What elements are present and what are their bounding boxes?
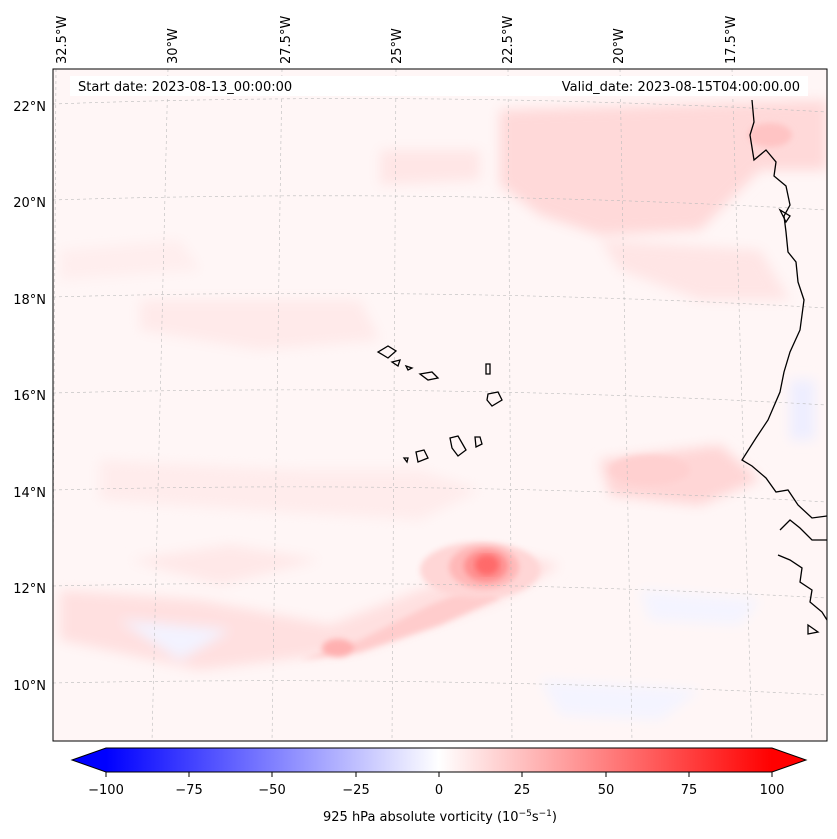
start-date: Start date: 2023-08-13_00:00:00 [78,80,292,95]
cape-verde-islands [376,345,503,464]
lat-label-18n: 18°N [13,293,46,308]
cb-tick-100: 100 [760,783,785,798]
lat-label-14n: 14°N [13,486,46,501]
lat-label-16n: 16°N [13,389,46,404]
cb-tick-neg25: −25 [342,783,369,798]
cb-tick-75: 75 [681,783,698,798]
colorbar-gradient [106,748,772,772]
map-panel: Start date: 2023-08-13_00:00:00 Valid_da… [53,69,827,741]
lat-label-22n: 22°N [13,100,46,115]
lat-labels: 22°N 20°N 18°N 16°N 14°N 12°N 10°N [13,100,46,694]
cb-tick-neg50: −50 [258,783,285,798]
lon-label-30w: 30°W [166,28,181,64]
colorbar-min-arrow [72,748,106,772]
colorbar-label: 925 hPa absolute vorticity (10−5s−1) [323,809,557,825]
cb-tick-neg75: −75 [175,783,202,798]
cb-tick-50: 50 [598,783,615,798]
graticule [53,69,827,741]
cb-tick-25: 25 [514,783,531,798]
lon-label-25w: 25°W [390,28,405,64]
vortex-max [420,542,540,598]
valid-date: Valid_date: 2023-08-15T04:00:00.00 [562,80,800,95]
lat-label-10n: 10°N [13,679,46,694]
lat-label-12n: 12°N [13,582,46,597]
lon-label-27-5w: 27.5°W [279,16,294,64]
lon-label-17-5w: 17.5°W [724,16,739,64]
lat-label-20n: 20°N [13,196,46,211]
cb-tick-neg100: −100 [88,783,124,798]
lon-label-32-5w: 32.5°W [55,16,70,64]
vortex-filaments [300,123,792,660]
cb-tick-0: 0 [435,783,443,798]
colorbar: −100 −75 −50 −25 0 25 50 75 100 925 hPa … [70,747,808,825]
lon-label-20w: 20°W [612,28,627,64]
colorbar-max-arrow [772,748,806,772]
map-frame [52,68,828,742]
coastline [741,99,827,635]
lon-labels: 32.5°W 30°W 27.5°W 25°W 22.5°W 20°W 17.5… [55,16,739,64]
lon-label-22-5w: 22.5°W [501,16,516,64]
annotation-box [70,76,808,96]
vorticity-field [60,100,827,720]
